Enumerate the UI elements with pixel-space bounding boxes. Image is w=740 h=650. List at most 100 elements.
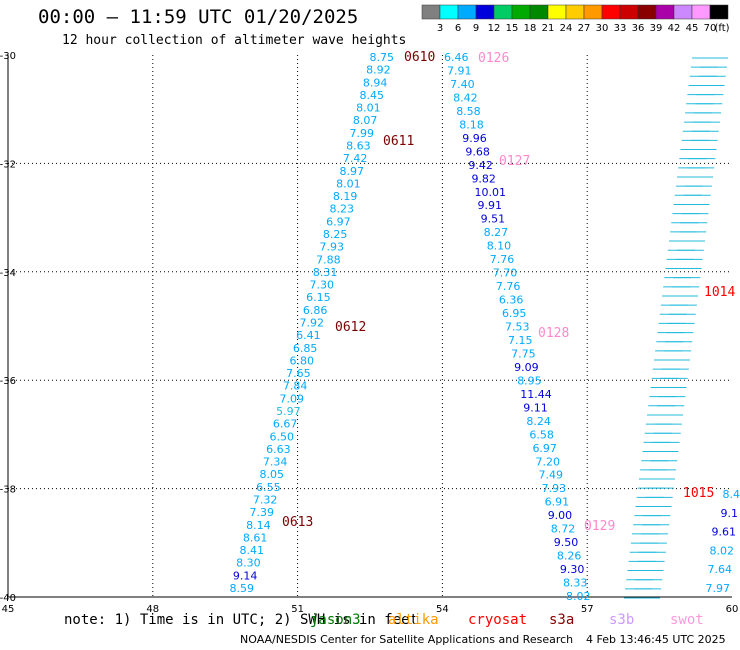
track-value-label: 6.36 (499, 294, 524, 307)
colorbar-tick-label: 24 (560, 23, 573, 34)
generated-timestamp: 4 Feb 13:46:45 UTC 2025 (586, 633, 726, 646)
pass-label: 0126 (478, 51, 509, 66)
track-value-label: 6.67 (273, 418, 298, 431)
footer-legend: note: 1) Time is in UTC; 2) SWH is in fe… (0, 612, 740, 630)
track-value-label: 8.33 (563, 577, 588, 590)
track-value-label: 9.68 (465, 145, 490, 158)
longitude-tick-label: 51 (291, 604, 304, 612)
track-value-label: 9.50 (554, 536, 579, 549)
track-value-label: 7.99 (350, 127, 375, 140)
track-value-label: 7.49 (539, 469, 564, 482)
track-value-label: 7.65 (286, 367, 311, 380)
track-value-label: 8.01 (336, 177, 361, 190)
colorbar-tick-label: 21 (542, 23, 555, 34)
latitude-tick-label: -36 (0, 376, 16, 387)
track-value-label: 6.50 (270, 430, 295, 443)
track-value-label: 9.1 (721, 507, 739, 520)
track-value-label: 6.85 (293, 342, 318, 355)
legend-s3a: s3a (549, 612, 575, 628)
track-value-label: 8.95 (517, 374, 542, 387)
track-value-label: 9.42 (468, 159, 493, 172)
footer-note-text: note: 1) Time is in UTC; 2) SWH is in fe… (64, 612, 419, 628)
colorbar-tick-label: 39 (650, 23, 663, 34)
track-value-label: 6.91 (545, 496, 570, 509)
latitude-tick-label: -30 (0, 51, 16, 62)
legend-cryosat: cryosat (468, 612, 528, 628)
track-value-label: 7.93 (320, 241, 345, 254)
track-value-label: 6.41 (296, 329, 321, 342)
track-value-label: 6.58 (529, 428, 554, 441)
pass-label: 1014 (704, 285, 735, 300)
track-value-label: 6.95 (502, 307, 527, 320)
track-value-label: 7.32 (253, 494, 278, 507)
colorbar-tick-label: 18 (524, 23, 537, 34)
track-value-label: 8.72 (551, 523, 576, 536)
pass-label: 1015 (683, 486, 714, 501)
track-value-label: 10.01 (475, 186, 507, 199)
track-value-label: 6.46 (444, 51, 469, 64)
track-value-label: 11.44 (520, 388, 552, 401)
track-value-label: 8.97 (340, 165, 365, 178)
track-value-label: 5.97 (276, 405, 301, 418)
track-value-label: 7.09 (280, 392, 305, 405)
pass-label: 0129 (584, 519, 615, 534)
track-value-label: 7.97 (706, 582, 731, 595)
track-value-label: 7.20 (536, 455, 561, 468)
track-value-label: 8.41 (240, 544, 265, 557)
track-value-label: 8.42 (453, 91, 478, 104)
colorbar-tick-label: 45 (686, 23, 699, 34)
track-value-label: 7.76 (496, 280, 520, 293)
colorbar-tick-label: 36 (632, 23, 645, 34)
track-value-label: 8.19 (333, 190, 358, 203)
track-value-label: 7.34 (263, 456, 288, 469)
legend-jason3: jason3 (310, 612, 361, 628)
pass-label: 0612 (335, 320, 366, 335)
colorbar-tick-label: 42 (668, 23, 681, 34)
track-value-label: 8.27 (484, 226, 509, 239)
track-value-label: 9.14 (233, 569, 258, 582)
track-value-label: 7.70 (493, 267, 518, 280)
track-value-label: 8.02 (566, 590, 591, 603)
track-value-label: 7.75 (511, 347, 535, 360)
longitude-tick-label: 48 (146, 604, 159, 612)
track-value-label: 8.63 (346, 140, 371, 153)
legend-swot: swot (670, 612, 704, 628)
pass-label: 0127 (499, 154, 530, 169)
colorbar-tick-label: 3 (437, 23, 443, 34)
pass-label: 0610 (404, 50, 435, 65)
map-subtitle: 12 hour collection of altimeter wave hei… (62, 33, 407, 48)
colorbar-tick-label: 15 (506, 23, 519, 34)
longitude-tick-label: 60 (726, 604, 739, 612)
track-value-label: 6.97 (532, 442, 557, 455)
track-value-label: 8.18 (459, 118, 484, 131)
track-value-label: 7.76 (490, 253, 515, 266)
track-value-label: 9.00 (548, 509, 573, 522)
track-value-label: 8.02 (710, 544, 735, 557)
track-value-label: 7.40 (450, 78, 475, 91)
track-value-label: 9.61 (712, 526, 737, 539)
track-value-label: 9.82 (471, 172, 496, 185)
track-value-label: 8.94 (363, 76, 388, 89)
altimeter-map: 45 48 51 54 57 60-30-32-34-36-38-408.758.928.… (0, 50, 740, 612)
colorbar-tick-label: 70 (704, 23, 717, 34)
colorbar-tick-label: 12 (488, 23, 501, 34)
colorbar-tick-label: 9 (473, 23, 479, 34)
track-value-label: 9.11 (523, 401, 548, 414)
track-value-label: 8.58 (456, 105, 481, 118)
credit-text: NOAA/NESDIS Center for Satellite Applica… (240, 633, 574, 646)
latitude-tick-label: -32 (0, 159, 16, 170)
track-value-label: 7.84 (283, 380, 308, 393)
track-value-label: 8.59 (230, 582, 255, 595)
legend-altika: altika (388, 612, 439, 628)
track-value-label: 6.15 (306, 291, 331, 304)
track-value-label: 9.51 (481, 213, 506, 226)
track-value-label: 7.91 (447, 64, 472, 77)
pass-label: 0611 (383, 134, 414, 149)
track-value-label: 8.75 (370, 51, 395, 64)
wave-height-colorbar: 3 6 9 12 15 18 21 24 27 30 33 36 39 42 45 70(ft) (421, 4, 730, 34)
track-value-label: 6.55 (256, 481, 281, 494)
colorbar-tick-label: 6 (455, 23, 461, 34)
track-value-label: 7.64 (708, 563, 733, 576)
legend-s3b: s3b (609, 612, 635, 628)
track-value-label: 7.39 (250, 506, 275, 519)
